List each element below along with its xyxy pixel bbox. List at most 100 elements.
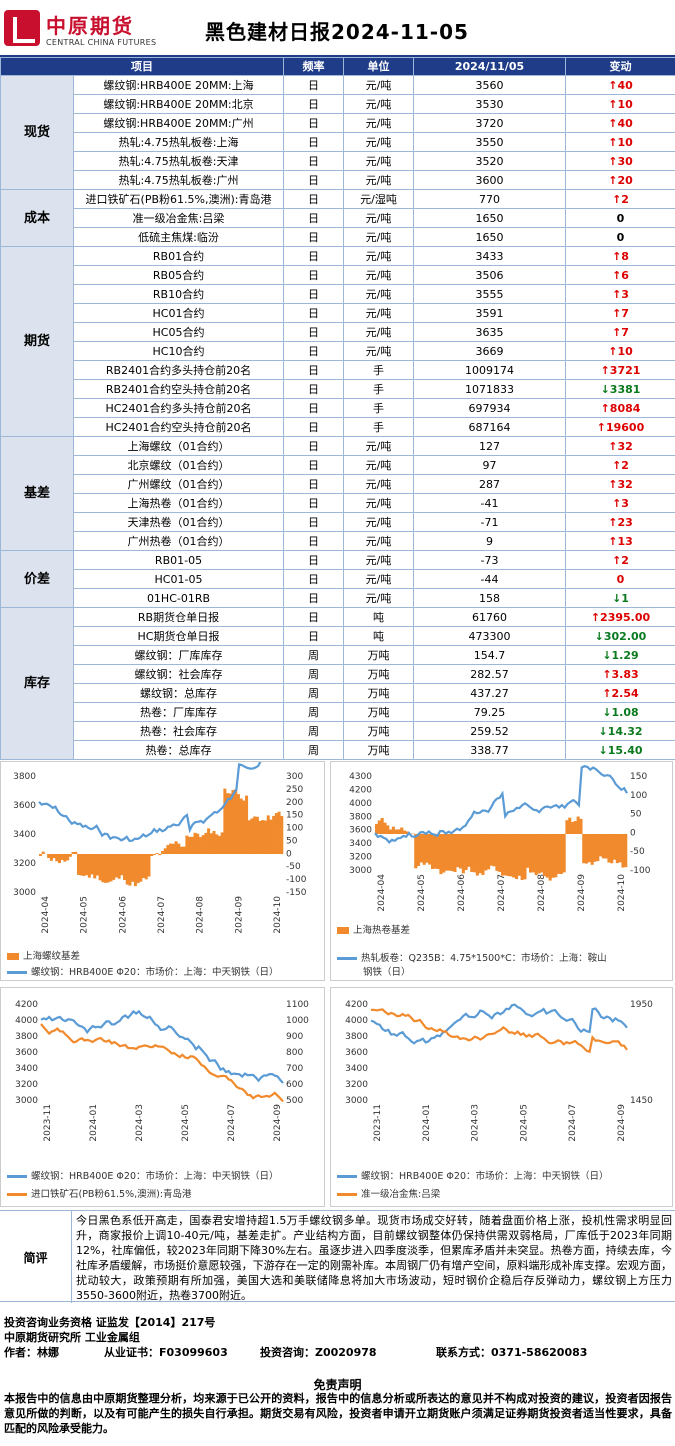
chart-rebar-basis: 3800 3600 3400 3200 3000 300 250 200 150 100 50 0 -5… [0, 761, 325, 981]
arrow-up-icon [608, 117, 617, 130]
basis-bar [98, 854, 102, 881]
unit-cell: 元/吨 [343, 246, 414, 266]
x-tick-label: 2024-05 [80, 896, 90, 934]
y-right-tick-label: -150 [286, 888, 307, 898]
basis-bar [52, 854, 56, 859]
change-cell: 3 [565, 284, 675, 304]
value-cell: 1650 [413, 227, 566, 247]
y-left-tick-label: 3800 [345, 1032, 368, 1042]
basis-bar [467, 834, 471, 867]
report-title: 黑色建材日报2024-11-05 [205, 20, 469, 44]
basis-bar [274, 813, 278, 854]
freq-cell: 日 [283, 379, 344, 399]
change-value: 0 [616, 211, 625, 225]
x-tick-label: 2024-09 [577, 874, 587, 912]
arrow-down-icon [595, 630, 604, 643]
unit-cell: 万吨 [343, 702, 414, 722]
change-cell: 8 [565, 246, 675, 266]
change-cell: 13 [565, 531, 675, 551]
change-cell: 1.08 [565, 702, 675, 722]
category-cell: 基差 [0, 436, 74, 551]
y-right-tick-label: 300 [286, 772, 303, 782]
x-tick-label: 2024-04 [377, 874, 387, 912]
basis-bar [277, 811, 281, 854]
y-left-tick-label: 3200 [349, 853, 372, 863]
arrow-up-icon [608, 440, 617, 453]
change-value: 3 [621, 287, 629, 301]
item-cell: 广州热卷（01合约） [73, 531, 284, 551]
x-tick-label: 2024-08 [537, 874, 547, 912]
basis-bar [445, 834, 449, 871]
unit-cell: 元/吨 [343, 436, 414, 456]
freq-cell: 日 [283, 132, 344, 152]
y-right-tick-label: 1100 [286, 1000, 309, 1010]
item-cell: RB2401合约多头持仓前20名 [73, 360, 284, 380]
item-cell: HC10合约 [73, 341, 284, 361]
value-cell: 3506 [413, 265, 566, 285]
unit-cell: 手 [343, 398, 414, 418]
freq-cell: 日 [283, 398, 344, 418]
y-left-tick-label: 3400 [345, 1064, 368, 1074]
category-cell: 价差 [0, 550, 74, 608]
legend-line-swatch [337, 957, 357, 960]
basis-bar [139, 854, 143, 882]
x-tick-label: 2024-09 [617, 1104, 627, 1142]
change-cell: 3721 [565, 360, 675, 380]
legend-line-swatch [7, 971, 27, 974]
y-right-tick-label: 500 [286, 1096, 303, 1106]
change-value: 7 [621, 325, 629, 339]
freq-cell: 日 [283, 626, 344, 646]
value-cell: 437.27 [413, 683, 566, 703]
comment-label: 简评 [0, 1211, 72, 1303]
change-value: 13 [617, 534, 633, 548]
value-cell: 1650 [413, 208, 566, 228]
basis-bar [112, 854, 116, 880]
x-tick-label: 2024-07 [157, 896, 167, 934]
arrow-up-icon [608, 535, 617, 548]
basis-bar [433, 834, 437, 869]
change-cell: 2.54 [565, 683, 675, 703]
basis-bar [487, 834, 491, 870]
item-cell: 北京螺纹（01合约） [73, 455, 284, 475]
basis-bar [607, 834, 611, 863]
disclaimer-text: 本报告中的信息由中原期货整理分析，均来源于已公开的资料，报告中的信息分析或所表达… [4, 1392, 672, 1435]
basis-bar [155, 853, 159, 854]
unit-cell: 元/吨 [343, 94, 414, 114]
basis-bar [63, 854, 67, 862]
change-cell: 40 [565, 113, 675, 133]
basis-bar [71, 852, 75, 854]
item-cell: 上海热卷（01合约） [73, 493, 284, 513]
basis-bar [123, 854, 127, 881]
item-cell: 01HC-01RB [73, 588, 284, 608]
value-cell: 3560 [413, 75, 566, 95]
x-tick-label: 2024-05 [519, 1104, 529, 1142]
data-table: 项目 频率 单位 2024/11/05 变动 现货 螺纹钢:HRB400E 20M… [0, 57, 675, 760]
item-cell: RB期货仓单日报 [73, 607, 284, 627]
basis-bar [169, 843, 173, 854]
unit-cell: 手 [343, 417, 414, 437]
footer-contact-row: 作者：林娜 从业证书：F03099603 投资咨询：Z0020978 联系方式：… [4, 1345, 672, 1361]
item-cell: HC2401合约空头持仓前20名 [73, 417, 284, 437]
chart-legend-bar: 上海热卷基差 [337, 922, 410, 936]
item-cell: 热卷：厂库库存 [73, 702, 284, 722]
change-value: 2395.00 [600, 610, 651, 624]
basis-bar [520, 834, 524, 881]
unit-cell: 元/吨 [343, 265, 414, 285]
y-left-tick-label: 3000 [15, 1096, 38, 1106]
change-cell: 32 [565, 474, 675, 494]
item-cell: 热轧:4.75热轧板卷:广州 [73, 170, 284, 190]
basis-bar [258, 820, 262, 854]
x-tick-label: 2024-07 [497, 874, 507, 912]
basis-bar [489, 834, 493, 866]
unit-cell: 元/吨 [343, 341, 414, 361]
header-item: 项目 [0, 57, 284, 76]
basis-bar [529, 834, 533, 873]
arrow-up-icon [608, 155, 617, 168]
basis-bar [209, 833, 213, 854]
